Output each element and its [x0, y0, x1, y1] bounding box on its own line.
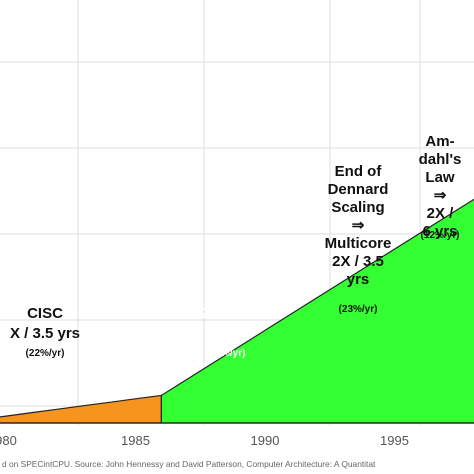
- era-label-3-line-4: 2X /: [427, 205, 455, 222]
- source-note: d on SPECintCPU. Source: John Hennessy a…: [2, 459, 376, 469]
- era-label-4-line-0: E: [465, 63, 474, 79]
- era-label-3-line-3: ⇒: [434, 187, 447, 204]
- era-label-3-line-1: dahl's: [419, 151, 462, 168]
- x-tick-1985: 1985: [121, 433, 150, 448]
- era-label-2-line-6: yrs: [347, 271, 370, 288]
- x-axis-ticks: 980198519901995200020052010201: [0, 433, 409, 448]
- era-area-1: [160, 198, 474, 424]
- era-label-3-line-5: 6 yrs: [422, 223, 457, 240]
- era-label-2-line-2: Scaling: [331, 199, 384, 216]
- era-label-1-line-0: RISC: [208, 287, 244, 304]
- era-areas: [0, 198, 474, 424]
- era-area-0: [0, 394, 162, 424]
- era-label-2-line-1: Dennard: [328, 181, 389, 198]
- era-rate-2: (23%/yr): [339, 304, 378, 315]
- era-label-2-line-3: ⇒: [352, 217, 365, 234]
- x-tick-1980: 980: [0, 433, 17, 448]
- era-rate-0: (22%/yr): [26, 348, 65, 359]
- era-label-0-line-0: CISC: [27, 305, 63, 322]
- era-rate-1: (52%/yr): [207, 348, 246, 359]
- x-tick-1995: 1995: [380, 433, 409, 448]
- era-label-3-line-0: Am-: [425, 133, 454, 150]
- era-label-2-line-0: End of: [335, 163, 383, 180]
- era-rate-3: (12%/yr): [421, 230, 460, 241]
- x-tick-1990: 1990: [251, 433, 280, 448]
- era-label-0-line-1: X / 3.5 yrs: [10, 325, 80, 342]
- era-label-1-line-2: yrs: [215, 323, 238, 340]
- era-label-1-line-1: 2X / 1.5: [200, 305, 252, 322]
- era-label-4-line-1: M: [464, 79, 474, 95]
- era-label-2-line-4: Multicore: [325, 235, 392, 252]
- era-label-3-line-2: Law: [425, 169, 455, 186]
- era-label-2-line-5: 2X / 3.5: [332, 253, 384, 270]
